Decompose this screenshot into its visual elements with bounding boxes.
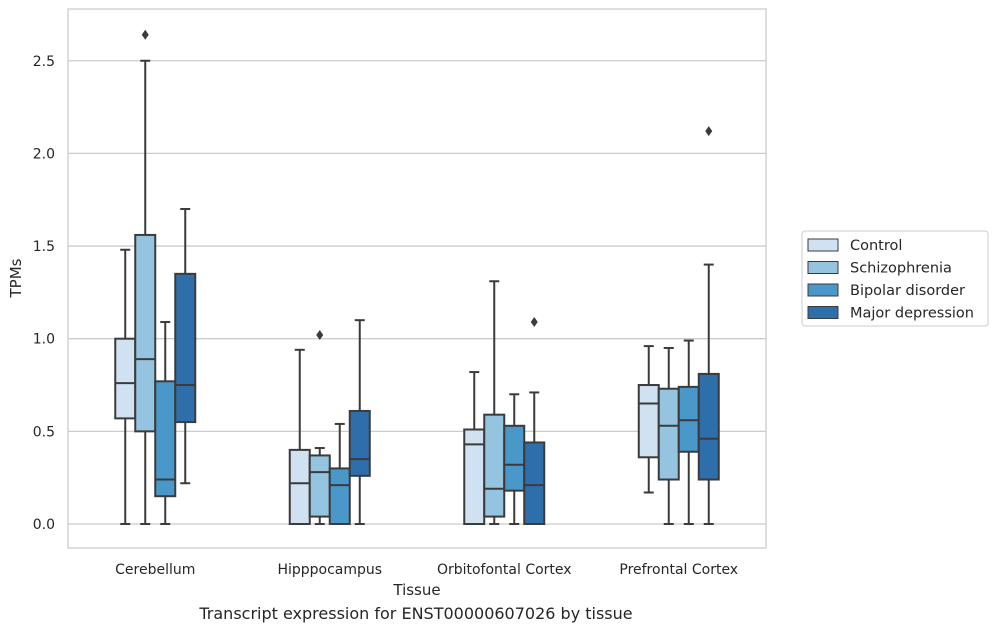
legend: Control Schizophrenia Bipolar disorder Majo… <box>801 230 989 327</box>
legend-swatch <box>807 283 839 297</box>
y-tick-label: 1.5 <box>33 239 55 255</box>
y-tick-label: 2.5 <box>33 54 55 70</box>
y-tick-label: 0.5 <box>33 424 55 440</box>
box <box>657 387 680 481</box>
box <box>174 272 197 424</box>
box <box>348 409 371 477</box>
figure-caption: Transcript expression for ENST0000060702… <box>199 604 633 623</box>
box <box>308 454 331 518</box>
y-tick-label: 0.0 <box>33 517 55 533</box>
legend-swatch <box>807 238 839 252</box>
box <box>483 413 506 518</box>
box <box>114 337 137 420</box>
x-tick-label: Orbitofontal Cortex <box>437 562 572 578</box>
box <box>503 424 526 492</box>
series-schizophrenia <box>134 29 680 525</box>
series-major-depression <box>174 126 720 525</box>
x-tick-labels: Cerebellum Hipppocampus Orbitofontal Corte… <box>115 562 738 578</box>
legend-label: Schizophrenia <box>850 261 952 277</box>
box <box>288 448 311 526</box>
series-bipolar-disorder <box>154 321 700 526</box>
box <box>328 467 351 526</box>
legend-swatch <box>807 306 839 319</box>
legend-frame <box>801 230 989 327</box>
box <box>637 384 660 459</box>
outlier-point <box>530 317 538 328</box>
y-axis-title: TPMs <box>7 258 25 298</box>
box-series <box>114 29 720 526</box>
plot-frame <box>67 8 767 549</box>
box <box>523 441 546 525</box>
box <box>697 372 720 481</box>
outlier-point <box>705 126 713 137</box>
outlier-point <box>316 329 324 340</box>
series-control <box>114 248 660 526</box>
x-axis-title: Tissue <box>392 581 440 599</box>
legend-label: Major depression <box>850 306 974 322</box>
legend-label: Bipolar disorder <box>850 283 965 299</box>
y-tick-labels: 0.0 0.5 1.0 1.5 2.0 2.5 <box>33 54 55 533</box>
x-tick-label: Prefrontal Cortex <box>619 562 738 578</box>
box <box>134 233 157 433</box>
x-tick-label: Hipppocampus <box>277 562 382 578</box>
y-tick-label: 2.0 <box>33 146 55 162</box>
legend-label: Control <box>850 238 902 254</box>
x-tick-label: Cerebellum <box>115 562 195 578</box>
legend-swatch <box>807 261 839 274</box>
y-tick-label: 1.0 <box>33 332 55 348</box>
outlier-point <box>141 29 149 40</box>
box <box>154 380 177 498</box>
